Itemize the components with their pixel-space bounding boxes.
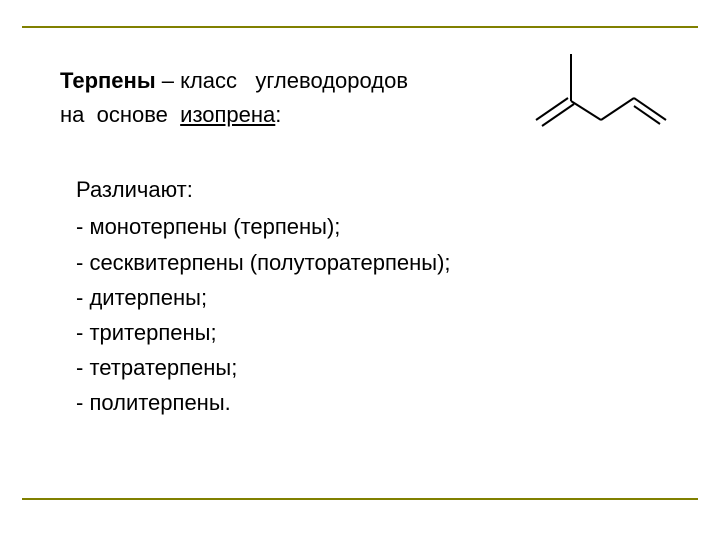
intro-paragraph: Терпены – класс углеводородов на основе … — [60, 64, 480, 132]
intro-dash: – — [156, 68, 180, 93]
list-heading: Различают: — [76, 172, 660, 207]
intro-linked: изопрена — [180, 102, 275, 127]
intro-tail: : — [275, 102, 281, 127]
intro-w2: углеводородов — [255, 68, 408, 93]
list-item: - политерпены. — [76, 385, 660, 420]
intro-w1: класс — [180, 68, 237, 93]
content-area: Терпены – класс углеводородов на основе … — [60, 64, 660, 421]
intro-term: Терпены — [60, 68, 156, 93]
list-item: - тетратерпены; — [76, 350, 660, 385]
list-item: - дитерпены; — [76, 280, 660, 315]
list-item: - сесквитерпены (полуторатерпены); — [76, 245, 660, 280]
top-rule — [22, 26, 698, 28]
bottom-rule — [22, 498, 698, 500]
list-item: - тритерпены; — [76, 315, 660, 350]
terpene-list: Различают: - монотерпены (терпены); - се… — [76, 172, 660, 420]
slide: Терпены – класс углеводородов на основе … — [0, 0, 720, 540]
intro-w4: основе — [97, 102, 168, 127]
list-item: - монотерпены (терпены); — [76, 209, 660, 244]
intro-w3: на — [60, 102, 84, 127]
